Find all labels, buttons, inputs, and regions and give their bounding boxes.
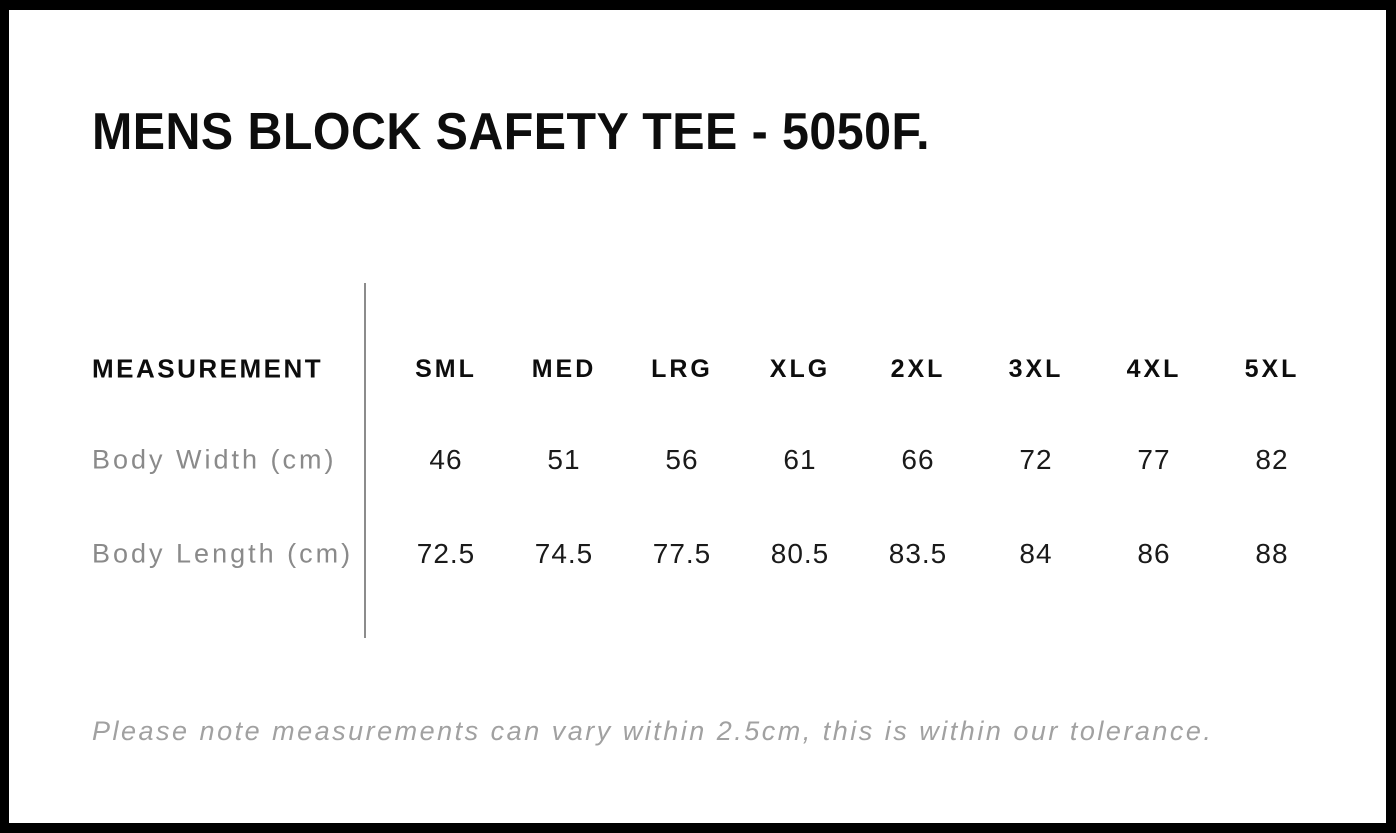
measurement-value: 66 xyxy=(901,444,935,475)
size-column-header: MED xyxy=(531,354,597,383)
size-header-cells: SML MED LRG XLG 2XL 3XL 4XL 5XL xyxy=(387,349,1331,389)
measurement-value: 61 xyxy=(783,444,817,475)
size-column-header: 3XL xyxy=(1008,354,1064,383)
measurement-value: 83.5 xyxy=(888,538,948,569)
measurement-value: 77.5 xyxy=(652,538,712,569)
table-row: Body Length (cm) 72.5 74.5 77.5 80.5 83.5 84 86… xyxy=(0,534,1396,574)
measurement-value: 82 xyxy=(1255,444,1289,475)
measurement-value: 72.5 xyxy=(416,538,476,569)
column-divider-line xyxy=(364,283,366,638)
measurement-value: 77 xyxy=(1137,444,1171,475)
table-row: Body Width (cm) 46 51 56 61 66 72 77 82 xyxy=(0,440,1396,480)
measurement-row-label: Body Length (cm) xyxy=(92,538,354,569)
size-column-header: LRG xyxy=(651,354,713,383)
measurement-value: 51 xyxy=(547,444,581,475)
measurement-row-values: 72.5 74.5 77.5 80.5 83.5 84 86 88 xyxy=(387,534,1331,574)
measurement-row-values: 46 51 56 61 66 72 77 82 xyxy=(387,440,1331,480)
tolerance-note: Please note measurements can vary within… xyxy=(92,716,1214,746)
measurement-value: 84 xyxy=(1019,538,1053,569)
measurement-value: 56 xyxy=(665,444,699,475)
size-column-header: 2XL xyxy=(890,354,946,383)
measurement-value: 86 xyxy=(1137,538,1171,569)
measurement-value: 72 xyxy=(1019,444,1053,475)
measurement-value: 46 xyxy=(429,444,463,475)
size-column-header: 4XL xyxy=(1126,354,1182,383)
size-column-header: XLG xyxy=(769,354,831,383)
size-chart-header-row: MEASUREMENT SML MED LRG XLG 2XL 3XL 4XL 5XL xyxy=(0,349,1396,389)
size-column-header: SML xyxy=(415,354,477,383)
measurement-value: 80.5 xyxy=(770,538,830,569)
size-column-header: 5XL xyxy=(1244,354,1300,383)
measurement-value: 88 xyxy=(1255,538,1289,569)
measurement-row-label: Body Width (cm) xyxy=(92,444,337,475)
product-title: MENS BLOCK SAFETY TEE - 5050F. xyxy=(92,103,931,161)
measurement-column-header: MEASUREMENT xyxy=(92,353,324,384)
measurement-value: 74.5 xyxy=(534,538,594,569)
